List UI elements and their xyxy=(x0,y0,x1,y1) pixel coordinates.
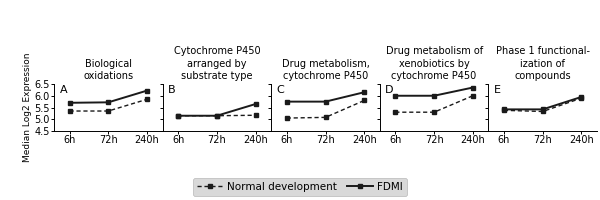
Text: Drug metabolism,
cytochrome P450: Drug metabolism, cytochrome P450 xyxy=(281,59,370,81)
Text: Phase 1 functional-
ization of
compounds: Phase 1 functional- ization of compounds xyxy=(496,46,590,81)
Text: A: A xyxy=(59,85,67,95)
Text: Cytochrome P450
arranged by
substrate type: Cytochrome P450 arranged by substrate ty… xyxy=(173,46,260,81)
Text: Drug metabolism of
xenobiotics by
cytochrome P450: Drug metabolism of xenobiotics by cytoch… xyxy=(386,46,482,81)
Text: E: E xyxy=(494,85,501,95)
Text: Biological
oxidations: Biological oxidations xyxy=(83,59,133,81)
Y-axis label: Median Log2 Expression: Median Log2 Expression xyxy=(23,53,32,162)
Text: D: D xyxy=(385,85,394,95)
Legend: Normal development, FDMI: Normal development, FDMI xyxy=(193,178,407,196)
Text: B: B xyxy=(168,85,176,95)
Text: C: C xyxy=(277,85,284,95)
